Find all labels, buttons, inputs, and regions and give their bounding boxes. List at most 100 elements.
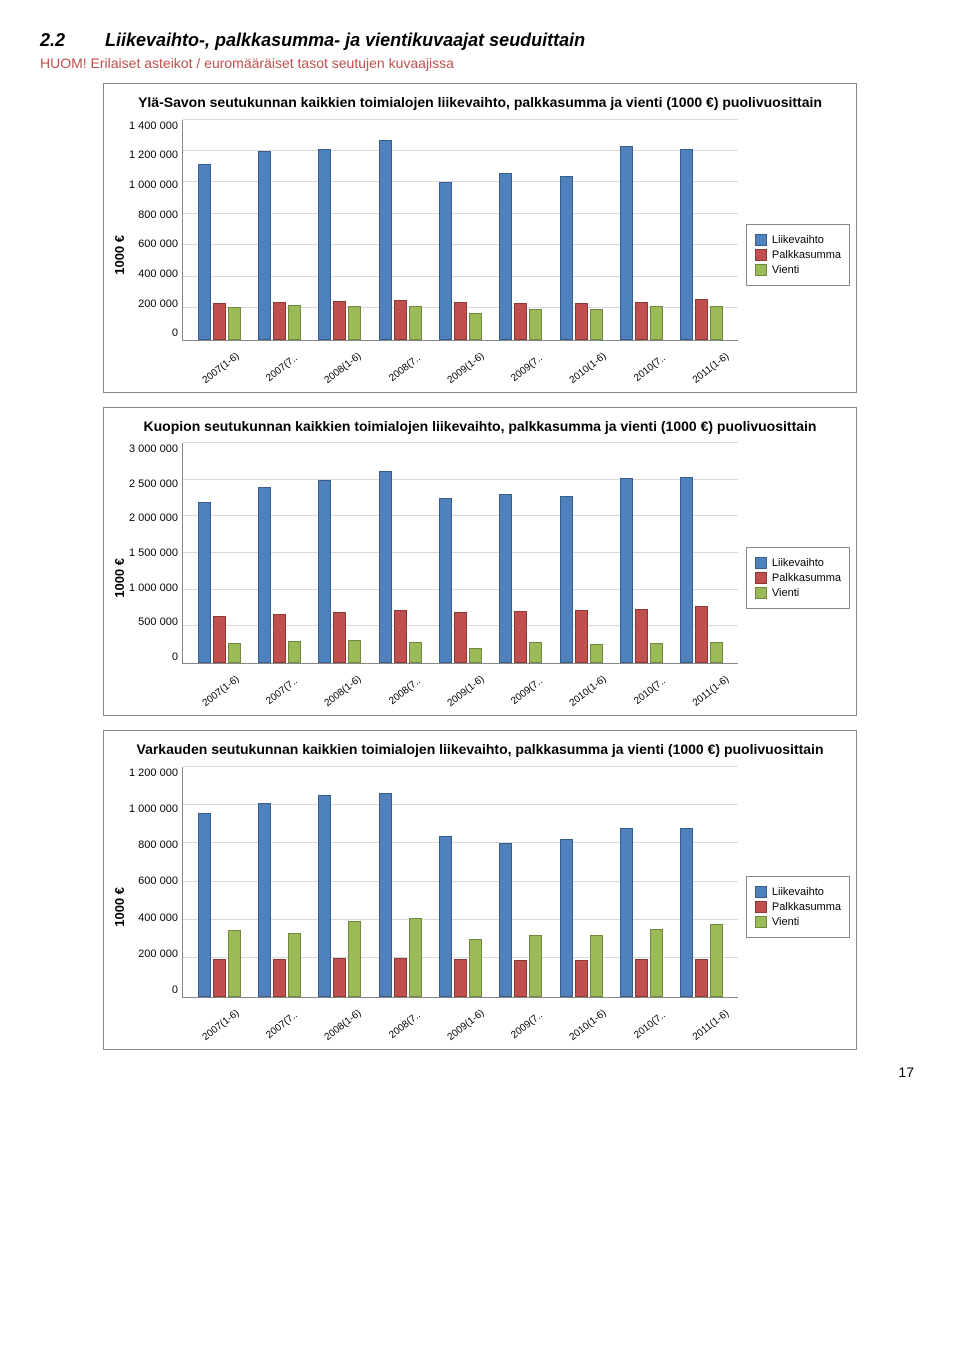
legend: LiikevaihtoPalkkasummaVienti: [746, 876, 850, 938]
y-tick-label: 400 000: [138, 268, 178, 280]
y-tick-label: 600 000: [138, 238, 178, 250]
y-tick-label: 1 200 000: [129, 149, 178, 161]
bar-group: [611, 828, 671, 997]
bar: [258, 803, 271, 997]
bar: [514, 303, 527, 340]
bar: [635, 302, 648, 340]
bar-group: [249, 151, 309, 340]
chart-title: Kuopion seutukunnan kaikkien toimialojen…: [110, 418, 850, 436]
legend-item: Palkkasumma: [755, 249, 841, 261]
plot-area: [182, 767, 738, 998]
bar-group: [551, 839, 611, 996]
bar: [454, 959, 467, 996]
y-ticks: 1 200 0001 000 000800 000600 000400 0002…: [129, 767, 182, 997]
legend-swatch: [755, 587, 767, 599]
y-tick-label: 1 400 000: [129, 120, 178, 132]
chart-kuopio: Kuopion seutukunnan kaikkien toimialojen…: [103, 407, 857, 717]
bar: [514, 611, 527, 663]
y-axis-label: 1000 €: [110, 887, 129, 927]
y-tick-label: 3 000 000: [129, 443, 178, 455]
y-axis-label: 1000 €: [110, 235, 129, 275]
legend: Liikevaihto Palkkasumma Vienti: [746, 224, 850, 286]
bar: [620, 478, 633, 663]
bar: [680, 828, 693, 997]
plot-area: [182, 120, 738, 341]
bar: [258, 151, 271, 340]
bar: [333, 612, 346, 663]
bar: [575, 303, 588, 340]
bar-group: [672, 149, 732, 339]
chart-body: 1000 €1 200 0001 000 000800 000600 00040…: [110, 767, 850, 1047]
bar: [348, 306, 361, 340]
section-number: 2.2: [40, 30, 100, 51]
bar: [439, 182, 452, 339]
section-title: Liikevaihto-, palkkasumma- ja vientikuva…: [105, 30, 585, 50]
y-tick-label: 200 000: [138, 948, 178, 960]
bar: [213, 616, 226, 663]
bar: [228, 643, 241, 663]
bar: [529, 935, 542, 996]
bar: [439, 836, 452, 997]
legend-label: Vienti: [772, 264, 799, 276]
bar: [454, 612, 467, 663]
bar: [560, 176, 573, 339]
legend-item: Vienti: [755, 264, 841, 276]
bar: [650, 929, 663, 996]
bar: [514, 960, 527, 996]
y-tick-label: 2 500 000: [129, 478, 178, 490]
bar: [560, 839, 573, 996]
bar: [529, 309, 542, 340]
legend-label: Palkkasumma: [772, 572, 841, 584]
bar-group: [491, 494, 551, 663]
chart-body: 1000 €1 400 0001 200 0001 000 000800 000…: [110, 120, 850, 390]
chart-varkaus: Varkauden seutukunnan kaikkien toimialoj…: [103, 730, 857, 1050]
bar: [318, 480, 331, 663]
bar: [288, 305, 301, 340]
bar: [228, 307, 241, 339]
bar: [379, 140, 392, 340]
chart-yla-savo: Ylä-Savon seutukunnan kaikkien toimialoj…: [103, 83, 857, 393]
bar: [379, 793, 392, 996]
bars: [183, 443, 738, 663]
legend-swatch: [755, 264, 767, 276]
y-tick-label: 500 000: [138, 616, 178, 628]
bar: [710, 642, 723, 663]
legend-swatch: [755, 572, 767, 584]
bar: [695, 959, 708, 996]
bar-group: [310, 149, 370, 339]
bar: [273, 302, 286, 340]
bar: [590, 935, 603, 996]
bar: [439, 498, 452, 663]
bars: [183, 120, 738, 340]
bar: [590, 644, 603, 663]
bar: [499, 843, 512, 996]
charts-container: Ylä-Savon seutukunnan kaikkien toimialoj…: [40, 83, 920, 1050]
bar: [710, 306, 723, 340]
legend-swatch: [755, 901, 767, 913]
bar: [469, 939, 482, 997]
bar: [333, 958, 346, 996]
legend-item: Liikevaihto: [755, 234, 841, 246]
bar: [650, 643, 663, 663]
bar-group: [370, 793, 430, 996]
y-tick-label: 1 200 000: [129, 767, 178, 779]
bar: [288, 933, 301, 996]
bar-group: [189, 502, 249, 663]
bar-group: [370, 471, 430, 663]
bar: [318, 795, 331, 996]
legend-item: Palkkasumma: [755, 901, 841, 913]
chart-title: Varkauden seutukunnan kaikkien toimialoj…: [110, 741, 850, 759]
bar: [198, 502, 211, 663]
bar: [469, 313, 482, 340]
bar-group: [611, 146, 671, 339]
legend-label: Vienti: [772, 916, 799, 928]
bar: [590, 309, 603, 340]
bar: [288, 641, 301, 663]
bar-group: [249, 487, 309, 663]
y-ticks: 1 400 0001 200 0001 000 000800 000600 00…: [129, 120, 182, 340]
bar: [198, 813, 211, 997]
bar: [348, 921, 361, 997]
bar-group: [491, 173, 551, 340]
legend-item: Liikevaihto: [755, 557, 841, 569]
bar: [635, 959, 648, 996]
